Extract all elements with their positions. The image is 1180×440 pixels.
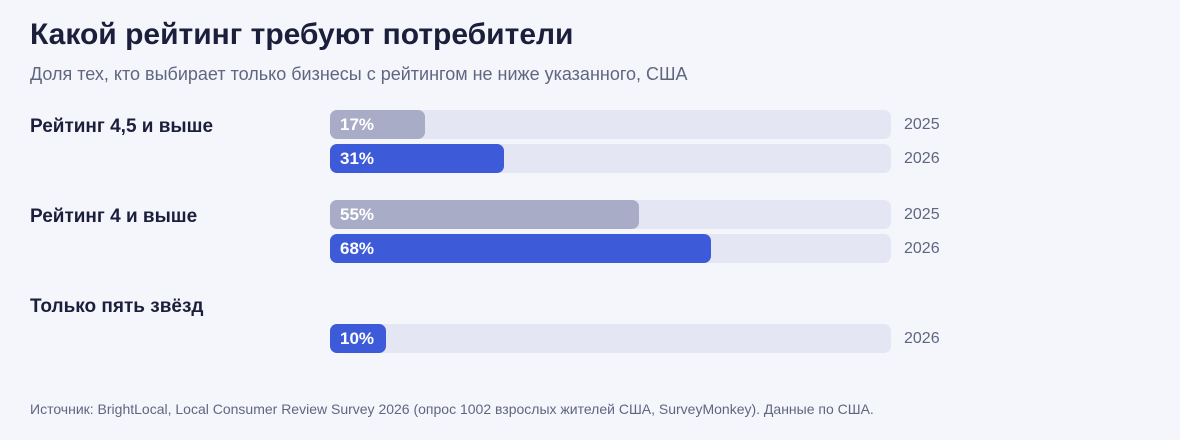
year-label: 2026	[904, 240, 940, 257]
chart-title: Какой рейтинг требуют потребители	[30, 18, 574, 51]
bar-track: 31%	[330, 144, 891, 173]
bar-value-label: 55%	[340, 205, 375, 224]
bar-value-label: 68%	[340, 239, 375, 258]
bar-2026	[330, 324, 386, 353]
bar-value-label: 17%	[340, 115, 375, 134]
bar-2026	[330, 234, 711, 263]
year-label: 2026	[904, 330, 940, 347]
year-label: 2025	[904, 206, 940, 223]
group-label: Только пять звёзд	[30, 296, 204, 317]
group-label: Рейтинг 4 и выше	[30, 206, 198, 227]
source-note: Источник: BrightLocal, Local Consumer Re…	[30, 401, 874, 417]
year-label: 2025	[904, 116, 940, 133]
bar-track: 10%	[330, 324, 891, 353]
bar-track: 17%	[330, 110, 891, 139]
bar-track: 68%	[330, 234, 891, 263]
group-label: Рейтинг 4,5 и выше	[30, 116, 214, 137]
bar-value-label: 10%	[340, 329, 375, 348]
bar-value-label: 31%	[340, 149, 375, 168]
bar-2025	[330, 110, 425, 139]
bar-track: 55%	[330, 200, 891, 229]
year-label: 2026	[904, 150, 940, 167]
chart-subtitle: Доля тех, кто выбирает только бизнесы с …	[30, 64, 688, 84]
bar-2026	[330, 144, 504, 173]
bar-2025	[330, 200, 639, 229]
